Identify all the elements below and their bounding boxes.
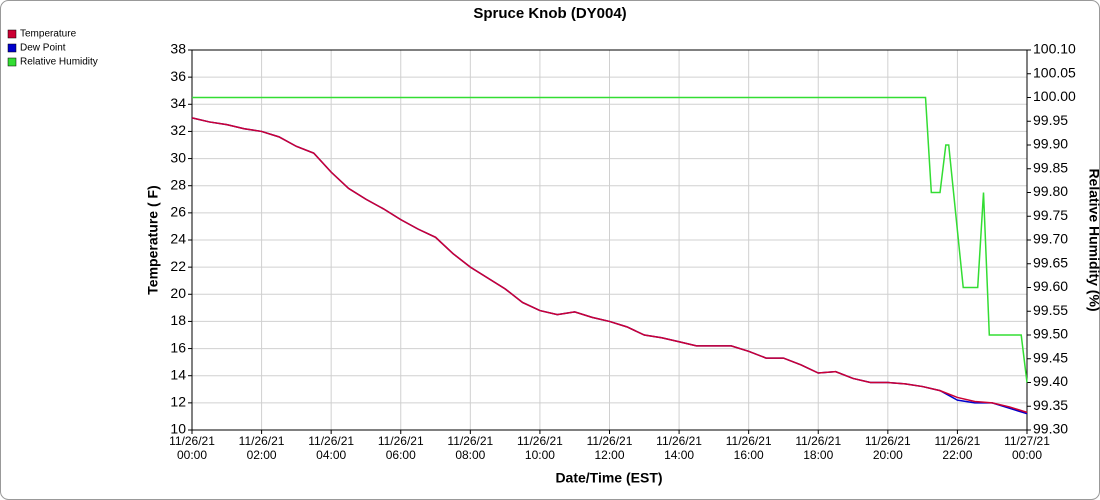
y-tick-label: 14 — [170, 366, 186, 382]
y2-tick-label: 99.90 — [1033, 136, 1068, 152]
y-tick-label: 38 — [170, 41, 186, 57]
chart-title: Spruce Knob (DY004) — [473, 5, 626, 22]
y2-tick-label: 100.00 — [1033, 88, 1076, 104]
y2-tick-label: 99.50 — [1033, 326, 1068, 342]
y2-tick-label: 99.35 — [1033, 397, 1068, 413]
legend-swatch — [7, 29, 17, 39]
y-tick-label: 32 — [170, 122, 186, 138]
y-axis-title: Temperature ( F) — [145, 185, 161, 294]
series-line — [192, 96, 1028, 383]
y2-tick-label: 100.10 — [1033, 41, 1076, 57]
x-tick-label: 11/26/21 00:00 — [169, 434, 215, 462]
y-tick-label: 12 — [170, 394, 186, 410]
x-tick-label: 11/26/21 14:00 — [656, 434, 702, 462]
y-tick-label: 20 — [170, 285, 186, 301]
y2-tick-label: 99.60 — [1033, 278, 1068, 294]
y-tick-label: 10 — [170, 421, 186, 437]
y2-tick-label: 99.65 — [1033, 254, 1068, 270]
y2-tick-label: 99.70 — [1033, 231, 1068, 247]
y-tick-label: 22 — [170, 258, 186, 274]
legend-swatch — [7, 57, 17, 67]
y-tick-label: 34 — [170, 95, 186, 111]
y-tick-label: 18 — [170, 312, 186, 328]
x-tick-label: 11/26/21 04:00 — [308, 434, 354, 462]
y2-tick-label: 99.30 — [1033, 421, 1068, 437]
x-tick-label: 11/26/21 22:00 — [935, 434, 981, 462]
y-tick-label: 36 — [170, 68, 186, 84]
x-tick-label: 11/26/21 18:00 — [795, 434, 841, 462]
x-tick-label: 11/26/21 20:00 — [865, 434, 911, 462]
y2-tick-label: 99.75 — [1033, 207, 1068, 223]
x-tick-label: 11/26/21 02:00 — [239, 434, 285, 462]
y2-tick-label: 99.80 — [1033, 183, 1068, 199]
legend-swatch — [7, 43, 17, 53]
x-axis-title: Date/Time (EST) — [555, 470, 662, 486]
y2-tick-label: 100.05 — [1033, 64, 1076, 80]
x-tick-label: 11/26/21 16:00 — [726, 434, 772, 462]
series-line — [191, 117, 1028, 414]
y2-tick-label: 99.40 — [1033, 373, 1068, 389]
plot-area — [191, 49, 1028, 431]
y2-tick-label: 99.85 — [1033, 159, 1068, 175]
x-tick-label: 11/26/21 10:00 — [517, 434, 563, 462]
y-tick-label: 30 — [170, 149, 186, 165]
x-tick-label: 11/27/21 00:00 — [1004, 434, 1050, 462]
y-tick-label: 16 — [170, 339, 186, 355]
legend-label: Temperature — [20, 29, 77, 40]
legend-label: Relative Humidity — [20, 57, 98, 68]
x-tick-label: 11/26/21 08:00 — [447, 434, 493, 462]
y-tick-label: 26 — [170, 204, 186, 220]
y2-tick-label: 99.95 — [1033, 112, 1068, 128]
y-tick-label: 24 — [170, 231, 186, 247]
y2-tick-label: 99.55 — [1033, 302, 1068, 318]
legend-label: Dew Point — [20, 43, 66, 54]
x-tick-label: 11/26/21 06:00 — [378, 434, 424, 462]
y2-axis-title: Relative Humidity (%) — [1086, 168, 1100, 311]
y-tick-label: 28 — [170, 176, 186, 192]
y2-tick-label: 99.45 — [1033, 349, 1068, 365]
x-tick-label: 11/26/21 12:00 — [587, 434, 633, 462]
